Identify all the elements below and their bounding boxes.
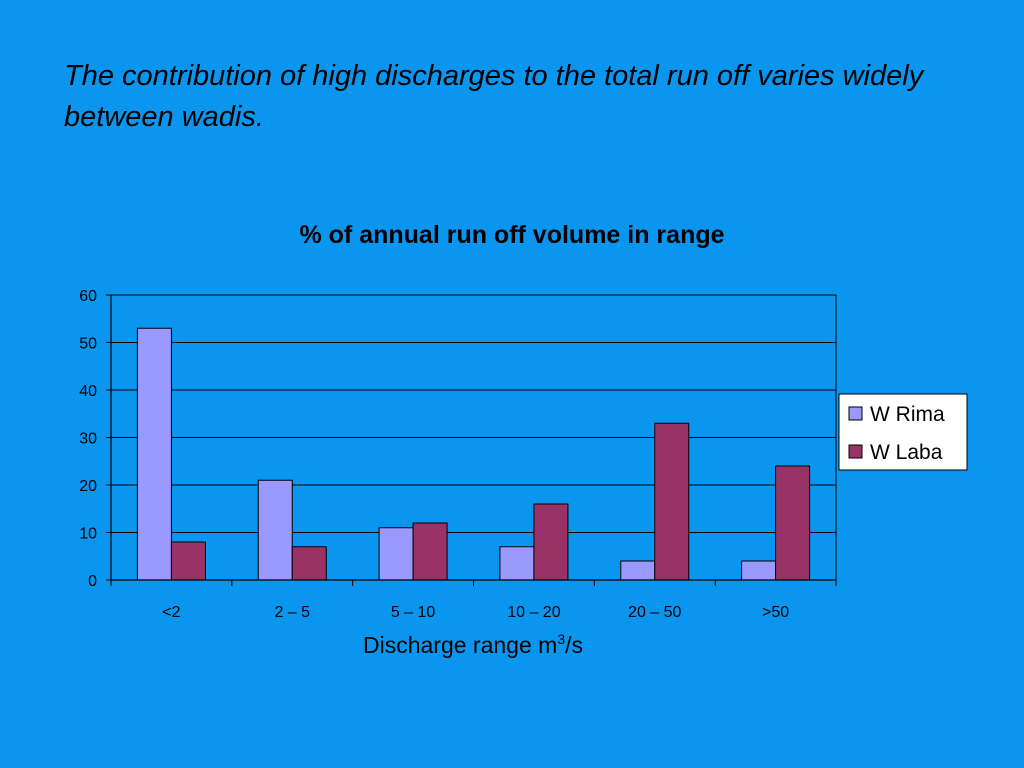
- bar-w-laba: [291, 546, 327, 581]
- bar-w-laba: [533, 503, 569, 581]
- bar-w-laba: [775, 465, 811, 581]
- bar-w-rima: [499, 546, 535, 581]
- legend-swatch: [848, 444, 863, 459]
- bar-w-laba: [170, 541, 206, 581]
- y-tick-label: 40: [79, 383, 97, 400]
- legend: W Rima W Laba: [838, 393, 968, 471]
- bar-w-rima: [620, 560, 656, 581]
- x-tick-label: 10 – 20: [507, 604, 560, 621]
- bar-w-laba: [654, 422, 690, 581]
- y-tick-label: 20: [79, 478, 97, 495]
- y-tick-labels: 0 10 20 30 40 50 60: [79, 288, 97, 590]
- x-tick-labels: <2 2 – 5 5 – 10 10 – 20 20 – 50 >50: [162, 604, 789, 621]
- x-axis-label-superscript: 3: [557, 631, 565, 647]
- bar-w-laba: [412, 522, 448, 581]
- x-tick-label: >50: [762, 604, 789, 621]
- axes: [106, 294, 837, 586]
- bar-w-rima: [378, 527, 414, 581]
- bars: [136, 327, 811, 581]
- y-tick-label: 0: [88, 573, 97, 590]
- slide-title: The contribution of high discharges to t…: [64, 60, 924, 133]
- x-tick-label: 20 – 50: [628, 604, 681, 621]
- bar-w-rima: [741, 560, 777, 581]
- legend-label: W Rima: [870, 403, 945, 426]
- bar-w-rima: [136, 327, 172, 581]
- x-tick-label: 5 – 10: [391, 604, 436, 621]
- y-tick-label: 30: [79, 431, 97, 448]
- chart-title: % of annual run off volume in range: [299, 221, 724, 249]
- x-axis-label-text: Discharge range m: [363, 632, 557, 658]
- y-tick-label: 60: [79, 288, 97, 305]
- legend-swatch: [848, 406, 863, 421]
- bar-w-rima: [257, 479, 293, 581]
- x-axis-label-suffix: /s: [565, 632, 583, 658]
- y-tick-label: 10: [79, 526, 97, 543]
- y-tick-label: 50: [79, 336, 97, 353]
- legend-label: W Laba: [870, 441, 943, 464]
- x-tick-label: <2: [162, 604, 180, 621]
- gridlines: [111, 294, 836, 581]
- x-axis-label: Discharge range m3/s: [363, 631, 583, 658]
- x-tick-label: 2 – 5: [274, 604, 310, 621]
